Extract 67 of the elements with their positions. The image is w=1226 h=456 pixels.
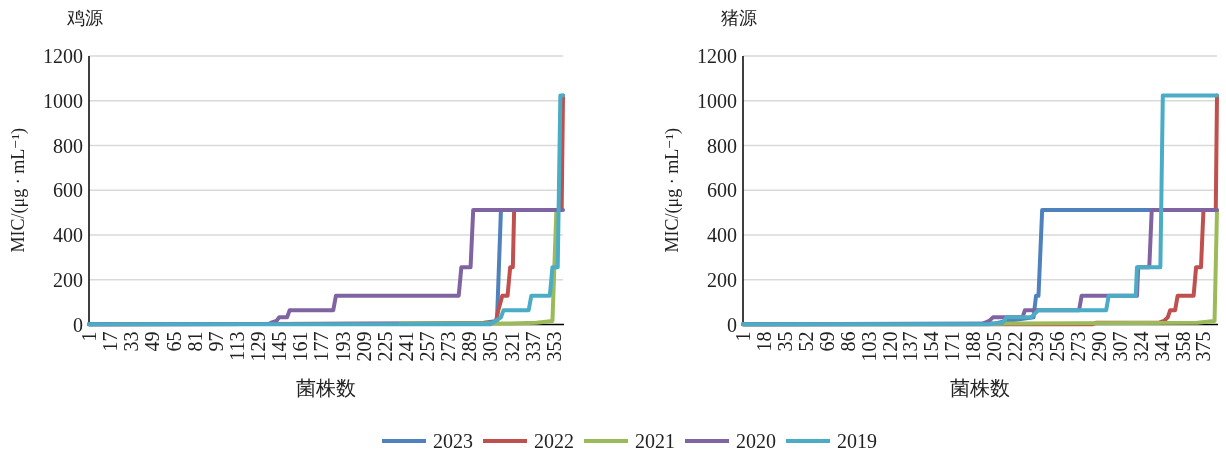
- x-tick-label: 103: [857, 331, 880, 362]
- x-tick-label: 81: [183, 331, 206, 352]
- x-tick-label: 65: [162, 331, 185, 352]
- y-tick-label: 1000: [43, 89, 83, 112]
- x-tick-label: 273: [437, 331, 460, 362]
- x-tick-label: 120: [878, 331, 901, 362]
- legend-label: 2021: [635, 430, 675, 452]
- x-tick-label: 241: [394, 331, 417, 362]
- x-tick-label: 145: [268, 331, 291, 362]
- y-tick-label: 600: [707, 179, 737, 202]
- y-axis-title: MIC/(μg · mL⁻¹): [662, 127, 684, 253]
- x-tick-label: 17: [99, 331, 122, 352]
- x-tick-label: 205: [983, 331, 1006, 362]
- legend-label: 2023: [433, 430, 473, 452]
- x-tick-label: 18: [752, 331, 775, 352]
- y-tick-label: 600: [53, 179, 83, 202]
- x-tick-label: 129: [247, 331, 269, 362]
- chart-title: 猪源: [721, 8, 757, 28]
- chart-title: 鸡源: [66, 8, 103, 28]
- x-tick-label: 69: [815, 331, 838, 352]
- x-tick-label: 97: [204, 331, 227, 352]
- x-tick-label: 161: [289, 331, 312, 362]
- legend-label: 2019: [837, 430, 877, 452]
- x-tick-label: 290: [1087, 331, 1110, 362]
- x-tick-label: 257: [416, 331, 439, 362]
- x-axis-title: 菌株数: [296, 377, 356, 399]
- x-tick-label: 225: [373, 331, 396, 362]
- x-tick-label: 305: [479, 331, 502, 362]
- x-tick-label: 188: [962, 331, 985, 362]
- y-tick-label: 200: [707, 268, 737, 291]
- legend-label: 2020: [736, 430, 776, 452]
- x-tick-label: 358: [1171, 331, 1194, 362]
- y-tick-label: 1200: [43, 45, 83, 67]
- x-tick-label: 337: [521, 331, 544, 362]
- x-tick-label: 35: [773, 331, 796, 352]
- x-tick-label: 49: [141, 331, 164, 352]
- x-tick-label: 86: [836, 331, 859, 352]
- x-tick-label: 273: [1066, 331, 1089, 362]
- x-tick-label: 353: [542, 331, 565, 362]
- x-tick-label: 171: [941, 331, 964, 362]
- x-tick-label: 177: [310, 331, 333, 362]
- x-tick-label: 154: [920, 331, 943, 362]
- y-tick-label: 800: [707, 134, 737, 157]
- x-tick-label: 289: [458, 331, 481, 362]
- y-tick-label: 200: [53, 268, 83, 291]
- x-tick-label: 239: [1025, 331, 1048, 362]
- x-axis-title: 菌株数: [950, 377, 1010, 399]
- x-tick-label: 209: [352, 331, 375, 362]
- legend-label: 2022: [534, 430, 574, 452]
- y-tick-label: 400: [53, 224, 83, 246]
- x-tick-label: 307: [1108, 331, 1131, 362]
- y-tick-label: 1200: [697, 45, 737, 67]
- x-tick-label: 113: [225, 331, 248, 361]
- x-tick-label: 52: [794, 331, 817, 352]
- x-tick-label: 324: [1129, 331, 1152, 362]
- y-tick-label: 1000: [697, 89, 737, 112]
- x-tick-label: 321: [500, 331, 523, 362]
- y-tick-label: 400: [707, 224, 737, 246]
- y-tick-label: 800: [53, 134, 83, 157]
- y-axis-title: MIC/(μg · mL⁻¹): [8, 127, 30, 253]
- x-tick-label: 341: [1150, 331, 1173, 362]
- x-tick-label: 222: [1004, 331, 1027, 362]
- x-tick-label: 256: [1045, 331, 1068, 362]
- x-tick-label: 33: [120, 331, 143, 352]
- x-tick-label: 193: [331, 331, 354, 362]
- x-tick-label: 375: [1192, 331, 1215, 362]
- x-tick-label: 137: [899, 331, 922, 362]
